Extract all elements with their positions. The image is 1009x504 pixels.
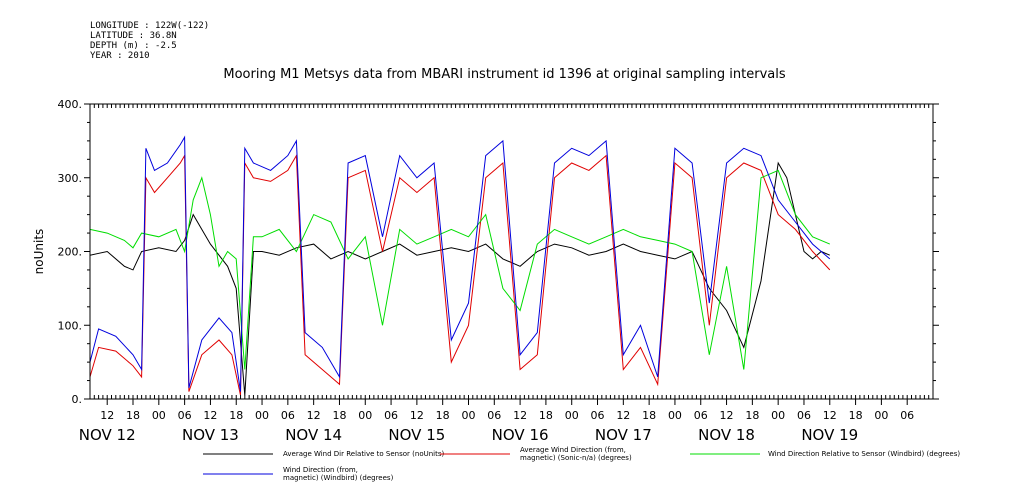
legend-label-4: Wind Direction (from, xyxy=(283,466,358,474)
x-hour-label: 06 xyxy=(384,409,398,422)
x-day-label: NOV 17 xyxy=(595,426,652,444)
x-hour-label: 12 xyxy=(203,409,217,422)
x-hour-label: 12 xyxy=(720,409,734,422)
x-hour-label: 12 xyxy=(513,409,527,422)
x-hour-label: 18 xyxy=(849,409,863,422)
x-hour-label: 18 xyxy=(229,409,243,422)
x-hour-label: 18 xyxy=(126,409,140,422)
x-hour-label: 06 xyxy=(178,409,192,422)
x-hour-label: 00 xyxy=(771,409,785,422)
x-hour-label: 12 xyxy=(823,409,837,422)
x-day-label: NOV 16 xyxy=(492,426,549,444)
x-day-label: NOV 13 xyxy=(182,426,239,444)
series-line-4 xyxy=(89,135,831,392)
x-hour-label: 06 xyxy=(900,409,914,422)
x-hour-label: 00 xyxy=(152,409,166,422)
x-hour-label: 00 xyxy=(461,409,475,422)
x-hour-label: 06 xyxy=(694,409,708,422)
x-hour-label: 06 xyxy=(487,409,501,422)
x-day-label: NOV 12 xyxy=(79,426,136,444)
y-tick-label: 300. xyxy=(58,172,83,185)
x-hour-label: 00 xyxy=(874,409,888,422)
series-line-1 xyxy=(89,161,830,396)
longitude-label: LONGITUDE : 122W(-122) xyxy=(90,21,210,31)
x-hour-label: 18 xyxy=(745,409,759,422)
x-day-label: NOV 19 xyxy=(801,426,858,444)
legend-label-1: Average Wind Dir Relative to Sensor (noU… xyxy=(283,450,444,458)
depth-label: DEPTH (m) : -2.5 xyxy=(90,41,177,51)
chart-title: Mooring M1 Metsys data from MBARI instru… xyxy=(223,67,786,82)
x-hour-label: 12 xyxy=(307,409,321,422)
y-tick-label: 0. xyxy=(72,393,83,406)
x-hour-label: 18 xyxy=(436,409,450,422)
x-hour-label: 18 xyxy=(539,409,553,422)
year-label: YEAR : 2010 xyxy=(90,51,150,61)
x-hour-label: 00 xyxy=(565,409,579,422)
x-hour-label: 12 xyxy=(410,409,424,422)
y-tick-label: 400. xyxy=(58,98,83,111)
y-tick-label: 100. xyxy=(58,319,83,332)
latitude-label: LATITUDE : 36.8N xyxy=(90,31,177,41)
x-hour-label: 12 xyxy=(100,409,114,422)
legend-label-2: Average Wind Direction (from, xyxy=(520,446,626,454)
legend-label-2: magnetic) (Sonic-n/a) (degrees) xyxy=(520,454,632,462)
x-day-label: NOV 15 xyxy=(388,426,445,444)
x-day-label: NOV 14 xyxy=(285,426,342,444)
x-hour-label: 12 xyxy=(616,409,630,422)
axes: 0. 100. 200. 300. 400. noUnits 12 18 00 06 12 18 00 0… xyxy=(32,98,939,444)
legend: Average Wind Dir Relative to Sensor (noU… xyxy=(203,446,960,482)
series-line-2 xyxy=(89,153,831,396)
y-tick-label: 200. xyxy=(58,246,83,259)
x-hour-label: 06 xyxy=(797,409,811,422)
x-hour-label: 06 xyxy=(591,409,605,422)
series-lines xyxy=(89,135,831,396)
series-line-3 xyxy=(89,169,830,370)
x-hour-label: 18 xyxy=(642,409,656,422)
legend-label-3: Wind Direction Relative to Sensor (Windb… xyxy=(768,450,960,458)
x-day-label: NOV 18 xyxy=(698,426,755,444)
x-hour-label: 00 xyxy=(668,409,682,422)
x-hour-label: 06 xyxy=(281,409,295,422)
x-hour-label: 18 xyxy=(332,409,346,422)
y-axis-label: noUnits xyxy=(32,229,46,275)
x-hour-label: 00 xyxy=(358,409,372,422)
legend-label-4: magnetic) (Windbird) (degrees) xyxy=(283,474,394,482)
x-hour-label: 00 xyxy=(255,409,269,422)
